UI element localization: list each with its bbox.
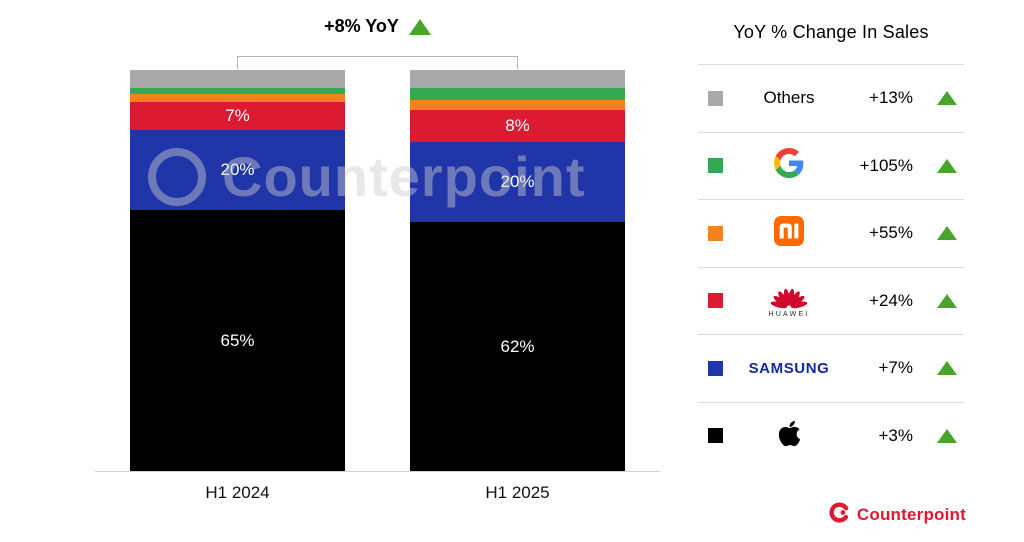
up-triangle-icon — [937, 158, 957, 173]
brand-cell: SAMSUNG — [723, 360, 855, 377]
bar-segment-samsung: 20% — [130, 130, 345, 211]
brand-cell — [723, 148, 855, 183]
google-logo-icon — [774, 148, 804, 183]
stacked-bar-h1-2025: 62% 20% 8% — [410, 70, 625, 471]
xiaomi-logo-icon — [774, 215, 804, 251]
x-axis-label-h1-2024: H1 2024 — [205, 483, 270, 502]
x-axis-line — [95, 471, 660, 472]
up-triangle-icon — [937, 361, 957, 376]
brand-cell: Others — [723, 88, 855, 108]
huawei-change-value: +24% — [869, 290, 913, 310]
counterpoint-logo: Counterpoint — [829, 502, 966, 528]
google-change-value: +105% — [859, 155, 913, 175]
bar-segment-samsung: 20% — [410, 142, 625, 223]
brand-cell: HUAWEI — [723, 284, 855, 318]
apple-change-value: +3% — [878, 425, 914, 445]
legend-row-apple: +3% — [698, 401, 964, 470]
xiaomi-change-value: +55% — [869, 223, 913, 243]
legend-row-huawei: HUAWEI +24% — [698, 266, 964, 335]
bar-segment-huawei: 8% — [410, 110, 625, 143]
yoy-annotation-text: +8% YoY — [324, 16, 399, 36]
bar-segment-label: 20% — [220, 160, 255, 180]
legend-row-samsung: SAMSUNG +7% — [698, 334, 964, 402]
bar-segment-others — [130, 70, 345, 89]
bar-segment-others — [410, 70, 625, 89]
yoy-annotation: +8% YoY — [237, 16, 518, 37]
up-triangle-icon — [408, 18, 431, 35]
legend-swatch-apple — [708, 428, 723, 444]
legend-swatch-google — [708, 158, 723, 174]
huawei-logo-icon: HUAWEI — [768, 284, 810, 318]
others-label: Others — [763, 88, 815, 108]
bar-segment-google — [130, 88, 345, 95]
x-axis-label-h1-2025: H1 2025 — [485, 483, 550, 502]
brand-cell — [723, 419, 855, 453]
up-triangle-icon — [937, 428, 957, 443]
bar-segment-apple: 65% — [130, 210, 345, 471]
bar-segment-xiaomi — [130, 94, 345, 103]
up-triangle-icon — [937, 91, 957, 106]
legend-row-xiaomi: +55% — [698, 199, 964, 267]
legend-swatch-samsung — [708, 360, 723, 376]
legend-row-others: Others +13% — [698, 64, 964, 132]
bracket-line — [237, 56, 238, 69]
bar-segment-label: 65% — [220, 330, 255, 350]
bar-segment-label: 20% — [500, 172, 535, 192]
bar-segment-google — [410, 88, 625, 101]
bracket-line — [237, 56, 518, 57]
legend-swatch-huawei — [708, 293, 723, 309]
samsung-change-value: +7% — [878, 358, 914, 378]
bar-segment-label: 7% — [225, 106, 250, 126]
bar-segment-huawei: 7% — [130, 102, 345, 131]
legend-swatch-xiaomi — [708, 225, 723, 241]
bar-segment-apple: 62% — [410, 222, 625, 471]
up-triangle-icon — [937, 293, 957, 308]
legend-title: YoY % Change In Sales — [733, 21, 929, 42]
bar-segment-label: 8% — [505, 116, 530, 136]
brand-cell — [723, 215, 855, 251]
stacked-bar-h1-2024: 65% 20% 7% — [130, 70, 345, 471]
samsung-logo-wordmark: SAMSUNG — [748, 359, 830, 377]
bar-segment-label: 62% — [500, 336, 535, 356]
bracket-line — [517, 56, 518, 69]
legend-panel: YoY % Change In Sales Others +13% — [698, 0, 964, 469]
legend-swatch-others — [708, 90, 723, 106]
others-change-value: +13% — [869, 88, 913, 108]
counterpoint-logo-icon — [829, 502, 850, 528]
counterpoint-wordmark: Counterpoint — [856, 505, 966, 524]
bar-segment-xiaomi — [410, 100, 625, 111]
up-triangle-icon — [937, 226, 957, 241]
huawei-wordmark: HUAWEI — [768, 310, 810, 318]
apple-logo-icon — [778, 419, 801, 453]
legend-row-google: +105% — [698, 131, 964, 200]
